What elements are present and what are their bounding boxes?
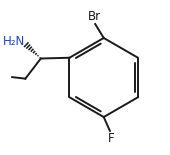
Text: Br: Br — [88, 10, 101, 23]
Text: F: F — [107, 132, 114, 145]
Text: H₂N: H₂N — [3, 35, 25, 48]
